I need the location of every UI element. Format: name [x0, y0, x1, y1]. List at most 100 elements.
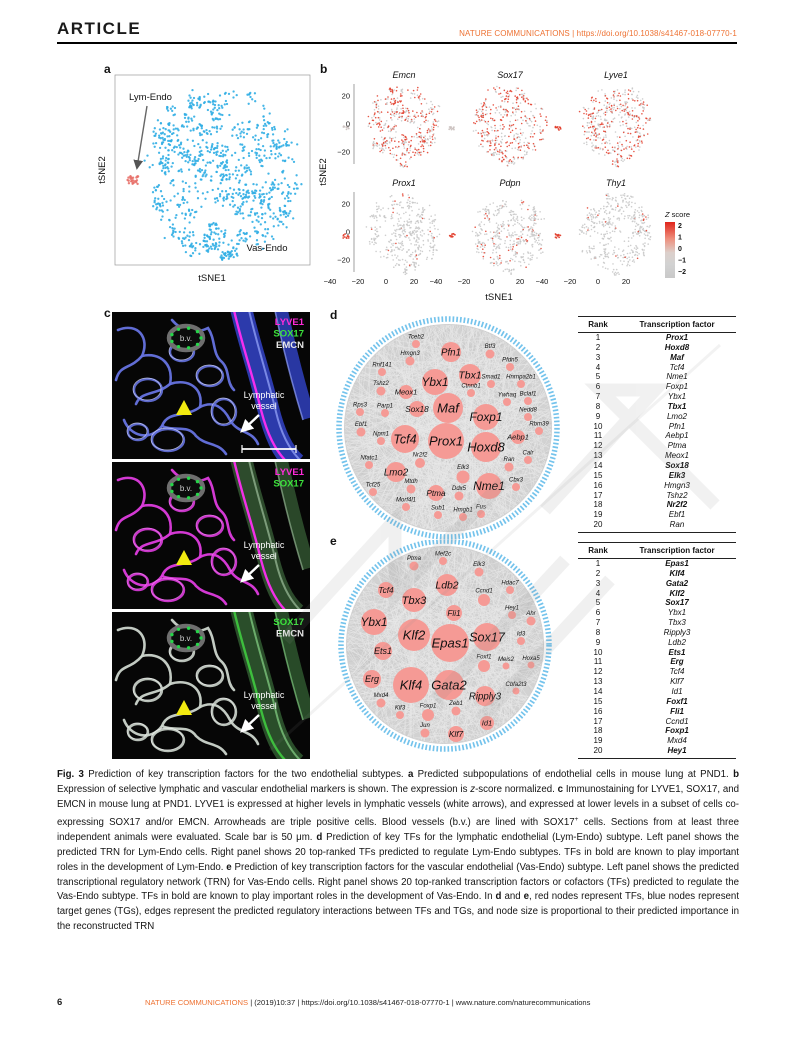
page-header: ARTICLE NATURE COMMUNICATIONS | https://…	[57, 16, 737, 44]
svg-text:Lymphatic: Lymphatic	[244, 540, 285, 550]
immunostaining-images: b.v. LYVE1 SOX17 EMCN Lymphatic vessel b.v. LYV…	[112, 312, 310, 762]
tf-node-label: Ybx1	[421, 375, 448, 389]
vas-endo-tf-table: Rank Transcription factor 1 Epas1 2 Klf4 3 Ga…	[578, 542, 736, 759]
tf-node-btf3	[485, 349, 495, 359]
table-row: 12 Tcf4	[593, 667, 685, 677]
tf-node-mxd4	[376, 698, 386, 708]
table-row: 1 Prox1	[595, 333, 689, 342]
footer-journal-name: NATURE COMMUNICATIONS	[145, 998, 249, 1007]
tf-node-ahr	[526, 616, 536, 626]
tf-node-label: Mef2c	[435, 552, 451, 558]
tf-node-foxp1	[422, 709, 434, 721]
tf-node-label: Ybx1	[360, 615, 387, 629]
table-row: 2 Hoxd8	[595, 342, 690, 352]
journal-doi-link[interactable]: NATURE COMMUNICATIONS | https://doi.org/…	[459, 29, 737, 38]
tf-node-mtdh	[406, 484, 416, 494]
svg-text:0: 0	[346, 120, 350, 129]
table-row: 2 Klf4	[595, 568, 685, 578]
page-number: 6	[57, 997, 63, 1008]
tf-node-tcf4	[378, 582, 394, 598]
tf-node-hoxa5	[527, 661, 535, 669]
tf-node-hey1	[508, 611, 516, 619]
tf-node-ywhaq	[503, 398, 511, 406]
table-row: 8 Tbx1	[595, 401, 687, 411]
tf-node-label: Gata2	[431, 678, 467, 693]
tf-node-label: Ywhaq	[498, 393, 517, 399]
tf-node-label: Erg	[365, 674, 379, 684]
svg-text:−20: −20	[337, 148, 350, 157]
tf-node-label: Hey1	[505, 606, 519, 612]
tf-node-mef2c	[439, 557, 447, 565]
tf-node-ddx5	[454, 491, 464, 501]
page-footer: 6 NATURE COMMUNICATIONS | (2019)10:37 | …	[57, 997, 737, 1008]
table-row: 7 Tbx3	[595, 618, 686, 628]
tf-node-klf3	[396, 711, 404, 719]
tf-node-label: Nme1	[473, 479, 505, 493]
tf-node-klf4	[393, 667, 429, 703]
caption-segment: , red nodes represent TFs, blue nodes re…	[57, 891, 740, 933]
svg-text:0: 0	[678, 246, 682, 253]
table-row: 3 Gata2	[595, 578, 689, 588]
svg-text:Thy1: Thy1	[606, 178, 626, 188]
tf-node-bclaf1	[524, 397, 532, 405]
svg-text:vessel: vessel	[251, 401, 277, 411]
marker-label-lyve1: LYVE1	[275, 317, 305, 328]
table-row: 17 Ccnd1	[593, 716, 689, 726]
table-row: 18 Foxp1	[593, 726, 689, 736]
tf-node-ran	[504, 462, 514, 472]
tf-node-label: Rnf141	[372, 363, 391, 369]
tf-node-label: Lmo2	[384, 467, 409, 478]
table-row: 7 Ybx1	[595, 392, 687, 402]
svg-text:20: 20	[516, 277, 524, 286]
footer-citation-link[interactable]: | (2019)10:37 | https://doi.org/10.1038/…	[248, 998, 591, 1007]
tf-node-hnrnpa2b1	[517, 380, 525, 388]
caption-segment: d	[495, 891, 502, 903]
table-row: 15 Elk3	[593, 470, 686, 480]
svg-text:0: 0	[596, 277, 600, 286]
tf-node-label: Tceb2	[408, 335, 425, 341]
table-row: 11 Erg	[593, 657, 684, 667]
tf-node-label: Hnrnpa2b1	[506, 375, 536, 381]
table-row: 13 Klf7	[593, 677, 684, 687]
table-row: 13 Meox1	[593, 451, 689, 461]
tf-node-nr2f2	[415, 458, 425, 468]
panel-a-label: a	[104, 62, 111, 76]
tf-node-aebp1	[511, 430, 525, 444]
tf-node-label: Id3	[517, 632, 526, 638]
tf-node-label: Ptma	[426, 489, 446, 498]
tf-node-label: Tcf4	[393, 432, 416, 446]
tf-node-label: Nfatc1	[360, 456, 377, 462]
tf-node-nme1	[476, 473, 502, 499]
svg-text:Pdpn: Pdpn	[499, 178, 520, 188]
bv-label: b.v.	[180, 334, 192, 343]
tf-node-epas1	[431, 624, 469, 662]
tf-node-npm1	[377, 437, 385, 445]
table-row: 5 Sox17	[595, 598, 689, 608]
caption-segment: -score normalized.	[475, 783, 558, 795]
tf-node-meis2	[502, 662, 510, 670]
svg-text:Emcn: Emcn	[392, 70, 415, 80]
tf-node-tcf4	[391, 425, 419, 453]
tf-node-ptma	[428, 485, 444, 501]
tsne-overview-plot: Lym-Endo Vas-Endo tSNE1 tSNE2	[97, 74, 311, 284]
svg-text:Prox1: Prox1	[392, 178, 416, 188]
tf-node-tceb2	[412, 340, 420, 348]
table-row: 14 Id1	[593, 686, 683, 696]
tf-node-label: Sub1	[431, 506, 445, 512]
tf-node-label: Maf	[437, 401, 460, 416]
tf-node-label: Hmgn3	[400, 351, 420, 357]
svg-text:Vas-Endo: Vas-Endo	[246, 243, 287, 254]
tf-node-label: Aebp1	[506, 433, 529, 442]
svg-text:Lym-Endo: Lym-Endo	[129, 92, 172, 103]
tf-node-rbm39	[535, 427, 543, 435]
tf-node-label: Calr	[522, 451, 534, 457]
arrowhead-icon	[176, 550, 192, 565]
tf-node-label: Npm1	[373, 432, 389, 438]
caption-segment: c	[557, 783, 564, 795]
table-row: 16 Fli1	[593, 706, 684, 716]
table-row: 16 Hmgn3	[593, 480, 690, 490]
tf-node-id1	[480, 716, 494, 730]
tf-node-label: Klf3	[395, 706, 406, 712]
tf-header: Transcription factor	[618, 542, 736, 559]
